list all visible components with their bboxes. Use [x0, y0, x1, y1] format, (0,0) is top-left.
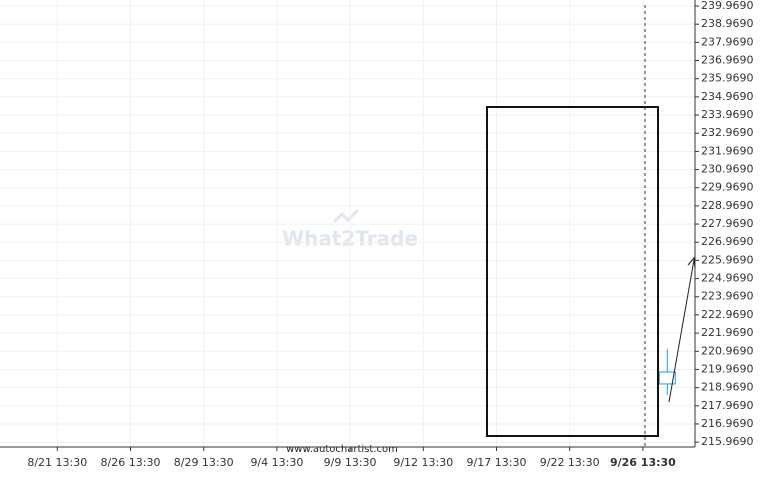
- y-tick-label: 221.9690: [701, 326, 754, 339]
- x-tick-label: 9/4 13:30: [250, 456, 303, 469]
- y-tick-label: 230.9690: [701, 163, 754, 176]
- y-tick-label: 219.9690: [701, 362, 754, 375]
- y-tick-label: 232.9690: [701, 126, 754, 139]
- y-tick-label: 215.9690: [701, 435, 754, 448]
- y-tick-label: 231.9690: [701, 144, 754, 157]
- y-tick-label: 223.9690: [701, 290, 754, 303]
- source-label: www.autochartist.com: [286, 444, 398, 455]
- y-tick-label: 229.9690: [701, 181, 754, 194]
- y-tick-label: 234.9690: [701, 90, 754, 103]
- forecast-arrow-head: [687, 256, 696, 269]
- y-tick-label: 220.9690: [701, 344, 754, 357]
- y-tick-label: 238.9690: [701, 17, 754, 30]
- x-tick-label: 8/26 13:30: [101, 456, 161, 469]
- y-tick-label: 218.9690: [701, 381, 754, 394]
- y-tick-label: 237.9690: [701, 35, 754, 48]
- x-tick-label: 8/21 13:30: [27, 456, 87, 469]
- y-tick-label: 236.9690: [701, 54, 754, 67]
- x-tick-label: 9/12 13:30: [393, 456, 453, 469]
- x-tick-label: 8/29 13:30: [174, 456, 234, 469]
- x-tick-label: 9/22 13:30: [540, 456, 600, 469]
- y-tick-label: 235.9690: [701, 72, 754, 85]
- y-tick-label: 222.9690: [701, 308, 754, 321]
- y-tick-label: 226.9690: [701, 235, 754, 248]
- y-tick-label: 224.9690: [701, 272, 754, 285]
- pattern-box: [486, 106, 659, 437]
- y-tick-label: 228.9690: [701, 199, 754, 212]
- watermark-icon: [332, 208, 360, 224]
- x-tick-label: 9/9 13:30: [324, 456, 377, 469]
- y-tick-label: 225.9690: [701, 253, 754, 266]
- x-tick-label: 9/17 13:30: [467, 456, 527, 469]
- forecast-arrow: [668, 259, 695, 403]
- x-tick-label: 9/26 13:30: [610, 456, 676, 469]
- y-tick-label: 227.9690: [701, 217, 754, 230]
- candle-body: [658, 371, 676, 385]
- y-tick-label: 239.9690: [701, 0, 754, 12]
- y-tick-label: 217.9690: [701, 399, 754, 412]
- y-tick-label: 233.9690: [701, 108, 754, 121]
- y-tick-label: 216.9690: [701, 417, 754, 430]
